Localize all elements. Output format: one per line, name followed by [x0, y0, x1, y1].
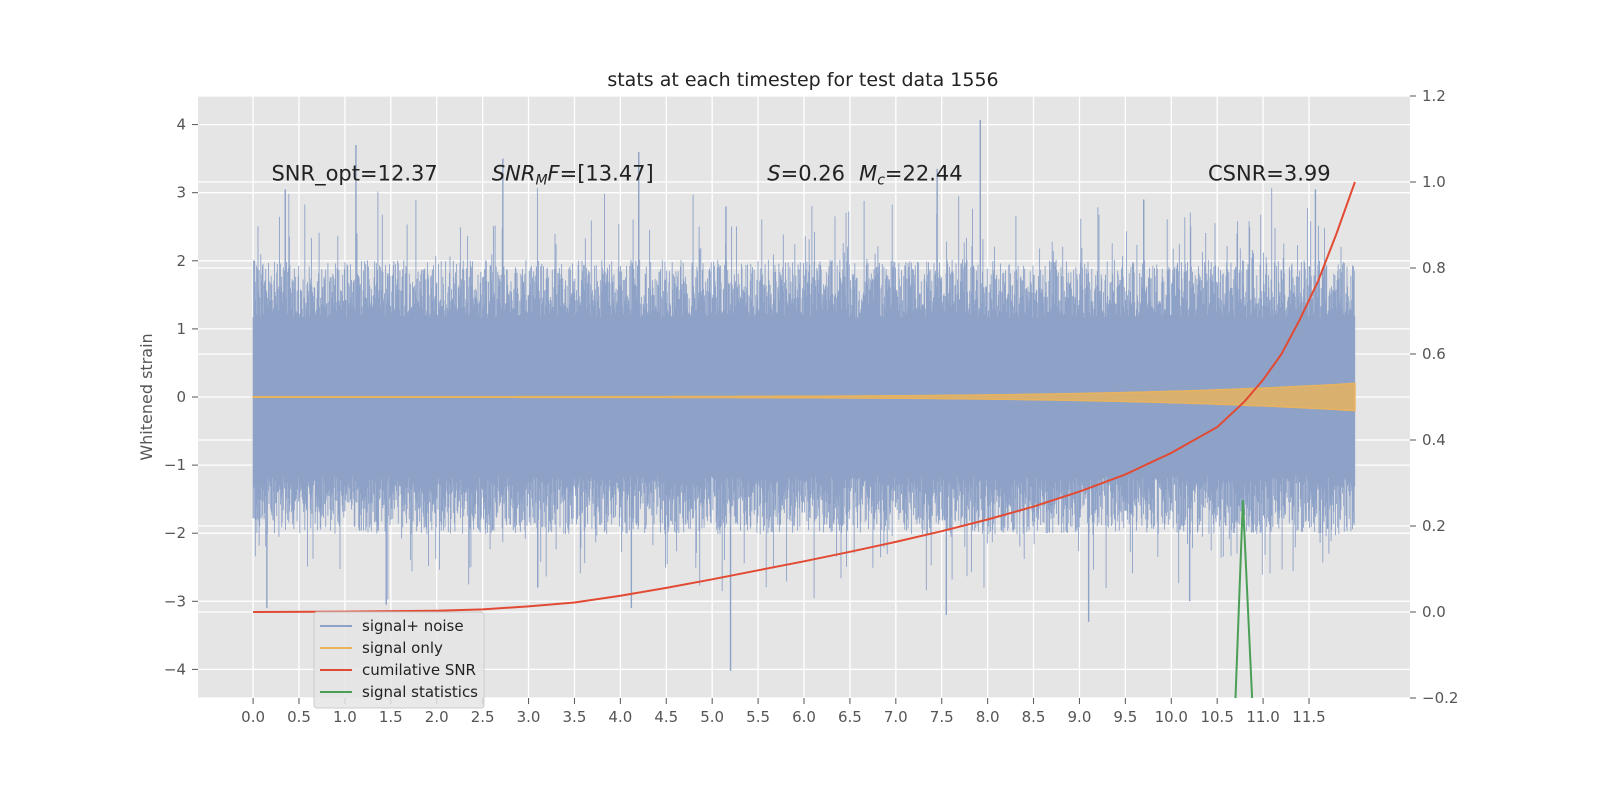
x-tick-label: 7.5 [930, 708, 954, 726]
right-y-tick-label: 0.8 [1422, 259, 1446, 277]
annotations: SNR_opt=12.37 SNRMF=[13.47] S=0.26 Mc=22.44… [271, 161, 1330, 188]
annotation-chirp-mass: Mc=22.44 [859, 161, 963, 188]
x-tick-label: 3.5 [563, 708, 587, 726]
y-tick-label: 2 [176, 252, 186, 270]
cumulative-snr-line [253, 181, 1356, 613]
chart-title: stats at each timestep for test data 155… [607, 69, 998, 91]
legend-label: signal only [362, 639, 443, 657]
annotation-snr-opt: SNR_opt=12.37 [271, 161, 437, 186]
right-y-tick-label: 0.2 [1422, 517, 1446, 535]
legend-label: cumilative SNR [362, 661, 476, 679]
legend-label: signal+ noise [362, 617, 464, 635]
legend-label: signal statistics [362, 683, 478, 701]
y-tick-label: −4 [164, 660, 186, 678]
right-y-tick-label: 1.2 [1422, 87, 1446, 105]
x-tick-label: 4.5 [654, 708, 678, 726]
x-axis-ticks: 0.0 0.5 1.0 1.5 2.0 2.5 3.0 3.5 4.0 4.5 5.0 5.5 6.0 6… [241, 698, 1326, 726]
y-tick-label: −1 [164, 456, 186, 474]
x-tick-label: 1.5 [379, 708, 403, 726]
x-tick-label: 11.5 [1292, 708, 1325, 726]
x-tick-label: 4.0 [608, 708, 632, 726]
y-axis-ticks: −4 −3 −2 −1 0 1 2 3 4 [164, 116, 198, 678]
series-signal-only [252, 382, 1356, 412]
y-tick-label: 1 [176, 320, 186, 338]
x-tick-label: 7.0 [884, 708, 908, 726]
y-tick-label: 0 [176, 388, 186, 406]
right-y-tick-label: −0.2 [1422, 689, 1458, 707]
signal-only-line [252, 382, 1356, 412]
x-tick-label: 0.5 [287, 708, 311, 726]
y-axis-label: Whitened strain [137, 333, 156, 460]
x-tick-label: 8.0 [976, 708, 1000, 726]
signal-statistics-line [1234, 500, 1254, 699]
y-tick-label: −3 [164, 592, 186, 610]
right-y-tick-label: 0.4 [1422, 431, 1446, 449]
x-tick-label: 9.5 [1113, 708, 1137, 726]
x-tick-label: 9.0 [1068, 708, 1092, 726]
legend: signal+ noise signal only cumilative SNR si… [313, 611, 485, 709]
x-tick-label: 10.0 [1155, 708, 1188, 726]
x-tick-label: 6.0 [792, 708, 816, 726]
legend-box [313, 611, 485, 709]
annotation-snr-mf: SNRMF=[13.47] [492, 161, 654, 188]
x-tick-label: 5.5 [746, 708, 770, 726]
annotation-csnr: CSNR=3.99 [1208, 161, 1331, 185]
y-tick-label: 4 [176, 116, 186, 134]
annotation-spin: S=0.26 [767, 161, 845, 185]
series-cumulative-snr [253, 181, 1356, 613]
noise-trace [252, 188, 1356, 600]
right-y-axis-ticks: −0.2 0.0 0.2 0.4 0.6 0.8 1.0 1.2 [1410, 87, 1458, 707]
x-tick-label: 1.0 [333, 708, 357, 726]
y-tick-label: 3 [176, 184, 186, 202]
x-tick-label: 0.0 [241, 708, 265, 726]
x-tick-label: 3.0 [517, 708, 541, 726]
x-tick-label: 2.5 [471, 708, 495, 726]
right-y-tick-label: 1.0 [1422, 173, 1446, 191]
x-tick-label: 11.0 [1246, 708, 1279, 726]
x-tick-label: 6.5 [838, 708, 862, 726]
right-y-tick-label: 0.6 [1422, 345, 1446, 363]
series-signal-statistics [1234, 500, 1254, 699]
right-y-tick-label: 0.0 [1422, 603, 1446, 621]
x-tick-label: 10.5 [1200, 708, 1233, 726]
x-tick-label: 2.0 [425, 708, 449, 726]
x-tick-label: 5.0 [700, 708, 724, 726]
y-tick-label: −2 [164, 524, 186, 542]
x-tick-label: 8.5 [1022, 708, 1046, 726]
